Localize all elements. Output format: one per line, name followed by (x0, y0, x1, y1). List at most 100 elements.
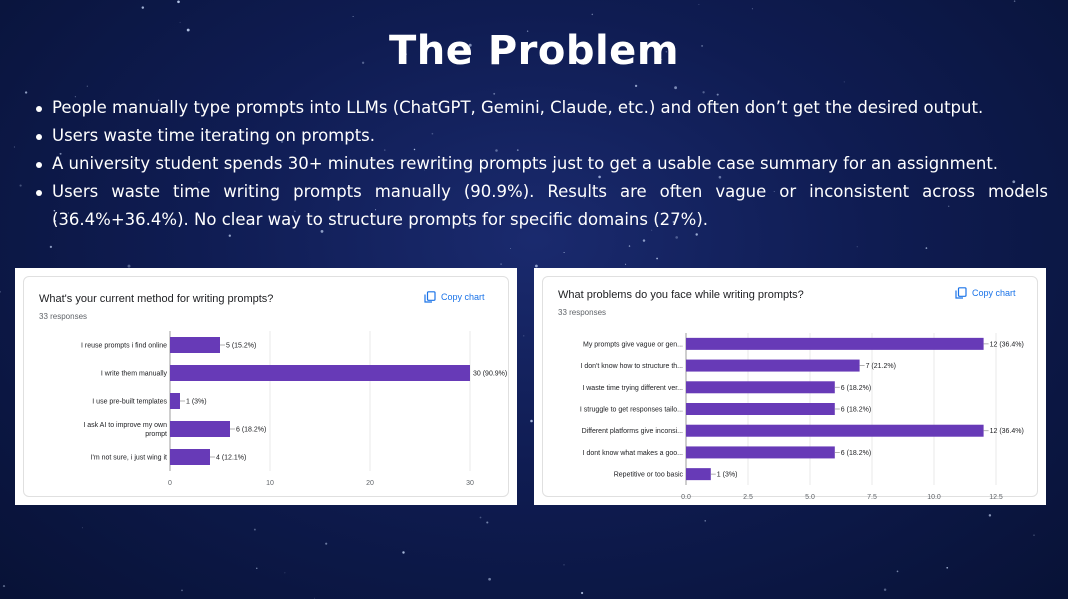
value-label: 1 (3%) (717, 472, 738, 479)
copy-chart-button[interactable]: Copy chart (424, 291, 485, 303)
x-tick-label: 10 (266, 480, 274, 487)
category-label: I write them manually (101, 371, 168, 378)
value-label: 6 (18.2%) (236, 427, 266, 434)
star-dot (488, 577, 491, 581)
bar (686, 359, 860, 372)
category-label: I struggle to get responses tailo... (580, 407, 683, 414)
x-tick-label: 0.0 (681, 494, 691, 499)
value-label: 30 (90.9%) (473, 371, 507, 378)
star-dot (13, 146, 15, 148)
star-dot (946, 566, 949, 569)
copy-chart-label: Copy chart (972, 288, 1016, 298)
category-label: Different platforms give inconsi... (582, 428, 683, 435)
bar (686, 468, 711, 481)
star-dot (19, 184, 22, 187)
value-label: 7 (21.2%) (866, 363, 896, 370)
value-label: 5 (15.2%) (226, 343, 256, 350)
category-label: I dont know what makes a goo... (583, 450, 683, 457)
bar (686, 381, 835, 394)
bar (686, 446, 835, 459)
star-dot (479, 516, 482, 519)
star-dot (81, 527, 83, 529)
star-dot (86, 85, 88, 87)
star-dot (843, 81, 845, 83)
star-dot (228, 234, 231, 237)
star-dot (883, 588, 887, 591)
star-dot (253, 528, 256, 531)
x-tick-label: 30 (466, 480, 474, 487)
star-dot (141, 6, 145, 9)
chart-question: What problems do you face while writing … (558, 289, 804, 301)
star-dot (314, 597, 315, 599)
star-dot (24, 91, 28, 94)
bar-chart-method: 0 10 20 30 I reuse prompts i find online 5 (1… (81, 331, 507, 487)
star-dot (486, 521, 489, 524)
star-dot (634, 84, 638, 88)
star-dot (0, 290, 1, 293)
star-dot (656, 257, 659, 260)
x-tick-label: 12.5 (989, 494, 1003, 499)
star-dot (591, 13, 594, 16)
bar (170, 393, 180, 409)
star-dot (325, 542, 328, 545)
bar (170, 421, 230, 437)
x-tick-label: 20 (366, 480, 374, 487)
star-dot (402, 551, 405, 554)
star-dot (500, 263, 502, 265)
star-dot (581, 591, 584, 595)
star-dot (1033, 534, 1035, 536)
star-dot (179, 21, 181, 23)
star-dot (563, 564, 565, 566)
star-dot (352, 16, 354, 17)
star-dot (563, 251, 565, 254)
star-dot (988, 514, 992, 517)
value-label: 6 (18.2%) (841, 450, 871, 457)
star-dot (674, 86, 677, 90)
survey-chart-card-method: What's your current method for writing p… (15, 268, 517, 505)
bar-chart-problems: 0.0 2.5 5.0 7.5 10.0 12.5 My prompts give vagu… (580, 333, 1024, 499)
x-tick-label: 7.5 (867, 494, 877, 499)
x-tick-label: 10.0 (927, 494, 941, 499)
bar (170, 449, 210, 465)
x-tick-label: 0 (168, 480, 172, 487)
star-dot (284, 572, 286, 574)
star-dot (642, 239, 646, 242)
star-dot (704, 520, 706, 522)
star-dot (510, 247, 511, 249)
bar (170, 337, 220, 353)
star-dot (896, 570, 899, 573)
chart-question: What's your current method for writing p… (39, 293, 274, 305)
value-label: 1 (3%) (186, 399, 207, 406)
bullet-item: People manually type prompts into LLMs (… (30, 94, 1048, 122)
copy-icon (424, 291, 436, 303)
star-dot (535, 264, 538, 268)
bar (686, 337, 984, 350)
bullet-item: Users waste time iterating on prompts. (30, 122, 1048, 150)
bar (686, 403, 835, 415)
star-dot (625, 263, 627, 265)
value-label: 6 (18.2%) (841, 385, 871, 392)
star-dot (751, 8, 753, 10)
category-label: I don't know how to structure th... (581, 363, 684, 370)
category-label: My prompts give vague or gen... (583, 341, 683, 348)
copy-chart-button[interactable]: Copy chart (955, 287, 1016, 299)
x-tick-label: 2.5 (743, 494, 753, 499)
response-count: 33 responses (39, 312, 88, 321)
category-label: I ask AI to improve my own prompt (83, 422, 167, 438)
category-label: I use pre-built templates (92, 399, 167, 406)
star-dot (628, 245, 631, 247)
star-dot (2, 585, 6, 588)
category-label: Repetitive or too basic (614, 472, 684, 479)
bullet-item: A university student spends 30+ minutes … (30, 150, 1048, 178)
category-label: I'm not sure, i just wing it (91, 455, 167, 462)
survey-chart-card-problems: What problems do you face while writing … (534, 268, 1046, 505)
bullet-list: People manually type prompts into LLMs (… (30, 94, 1048, 234)
star-dot (1013, 0, 1016, 2)
star-dot (675, 236, 679, 239)
star-dot (256, 567, 258, 569)
copy-icon (955, 287, 967, 299)
response-count: 33 responses (558, 308, 607, 317)
bullet-item: Users waste time writing prompts manuall… (30, 178, 1048, 234)
star-dot (49, 245, 53, 249)
value-label: 6 (18.2%) (841, 407, 871, 414)
